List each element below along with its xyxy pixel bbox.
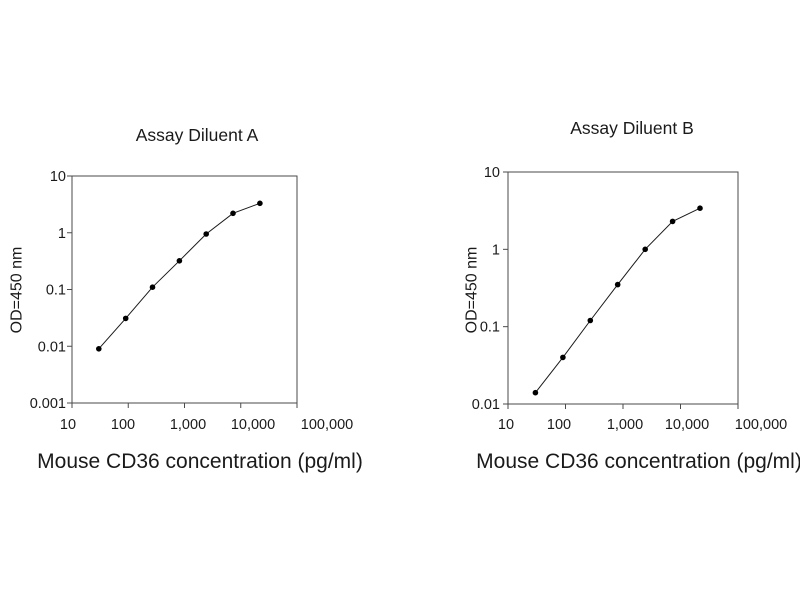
chart-b-plot-area: 10 100 1,000 10,000 100,000 10 1 0.1 0.01 — [472, 165, 787, 433]
chart-a-x-axis-title: Mouse CD36 concentration (pg/ml) — [37, 450, 363, 473]
data-point — [230, 210, 236, 217]
y-tick-label: 0.1 — [480, 320, 500, 336]
y-tick-label: 1 — [58, 226, 66, 242]
data-point — [669, 218, 676, 225]
data-point — [203, 231, 209, 237]
data-point — [122, 315, 129, 322]
chart-b-title: Assay Diluent B — [570, 118, 694, 138]
plot-frame — [507, 171, 739, 405]
y-tick-label: 10 — [50, 169, 66, 185]
chart-assay-diluent-a: Assay Diluent A OD=450 nm Mouse CD36 con… — [9, 125, 363, 473]
chart-a-plot-area: 10 100 1,000 10,000 100,000 10 1 0.1 0.01 0.001 — [30, 169, 354, 433]
data-point — [96, 346, 102, 352]
data-point — [697, 205, 703, 211]
chart-assay-diluent-b: Assay Diluent B OD=450 nm Mouse CD36 con… — [464, 118, 800, 473]
chart-a-title: Assay Diluent A — [136, 125, 259, 145]
data-point — [587, 317, 594, 324]
data-point — [176, 258, 183, 264]
x-tick-label: 10 — [498, 417, 514, 433]
data-point — [560, 354, 566, 361]
chart-b-y-axis-label: OD=450 nm — [464, 247, 481, 334]
y-tick-label: 0.01 — [38, 339, 66, 355]
y-tick-label: 0.01 — [472, 397, 500, 413]
x-tick-label: 1,000 — [170, 417, 206, 433]
standard-curve-line — [535, 207, 701, 394]
standard-curve-line — [98, 202, 261, 350]
x-tick-label: 10,000 — [665, 417, 709, 433]
x-tick-label: 10 — [60, 417, 76, 433]
data-point — [257, 200, 263, 207]
plot-frame — [71, 175, 298, 404]
data-point — [532, 389, 539, 396]
x-tick-label: 1,000 — [607, 417, 643, 433]
y-tick-label: 1 — [492, 242, 500, 258]
x-tick-label: 100,000 — [735, 417, 787, 433]
data-point — [149, 284, 156, 291]
chart-a-y-axis-label: OD=450 nm — [9, 247, 26, 334]
data-point — [642, 246, 648, 253]
x-tick-label: 10,000 — [231, 417, 275, 433]
x-tick-label: 100 — [547, 417, 571, 433]
x-tick-label: 100,000 — [301, 417, 353, 433]
y-tick-label: 0.1 — [46, 283, 66, 299]
x-tick-label: 100 — [111, 417, 135, 433]
y-tick-label: 10 — [484, 165, 500, 181]
chart-b-x-axis-title: Mouse CD36 concentration (pg/ml) — [476, 450, 800, 473]
y-tick-label: 0.001 — [30, 396, 66, 412]
data-point — [614, 281, 621, 288]
